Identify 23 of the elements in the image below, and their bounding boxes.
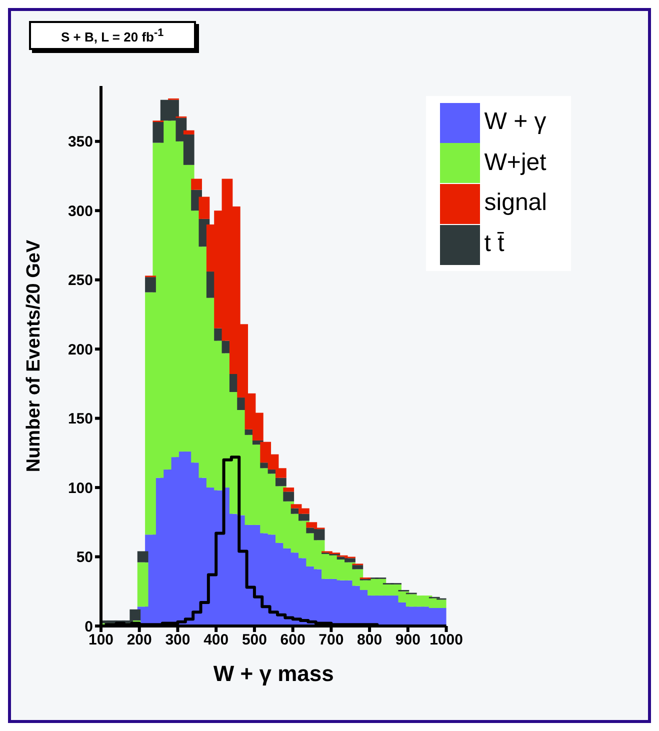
x-tick-label: 200: [126, 632, 152, 649]
legend-label: signal: [484, 189, 547, 216]
y-tick-label: 250: [68, 272, 93, 290]
legend-label: t t̄: [484, 230, 504, 257]
chart-title: S + B, L = 20 fb$^{-1}$: [29, 21, 196, 50]
x-tick-label: 600: [280, 632, 306, 649]
x-tick-label: 1000: [430, 632, 463, 649]
y-tick-label: 350: [68, 134, 93, 151]
legend-label: W + γ: [484, 108, 546, 135]
y-tick-label: 150: [68, 410, 93, 428]
y-tick-label: 300: [68, 202, 93, 220]
x-tick-label: 900: [395, 632, 420, 649]
y-tick-label: 200: [68, 341, 93, 358]
x-tick-label: 400: [204, 632, 229, 649]
x-tick-label: 300: [165, 632, 190, 649]
y-tick-label: 100: [68, 480, 93, 497]
x-tick-label: 700: [318, 632, 344, 649]
x-tick-label: 800: [357, 632, 382, 649]
legend-label: W+jet: [484, 148, 546, 176]
y-axis-title: Number of Events/20 GeV: [24, 240, 45, 472]
y-tick-label: 50: [76, 549, 93, 566]
x-axis-title: W + γ mass: [213, 661, 334, 686]
x-tick-label: 500: [242, 632, 267, 649]
